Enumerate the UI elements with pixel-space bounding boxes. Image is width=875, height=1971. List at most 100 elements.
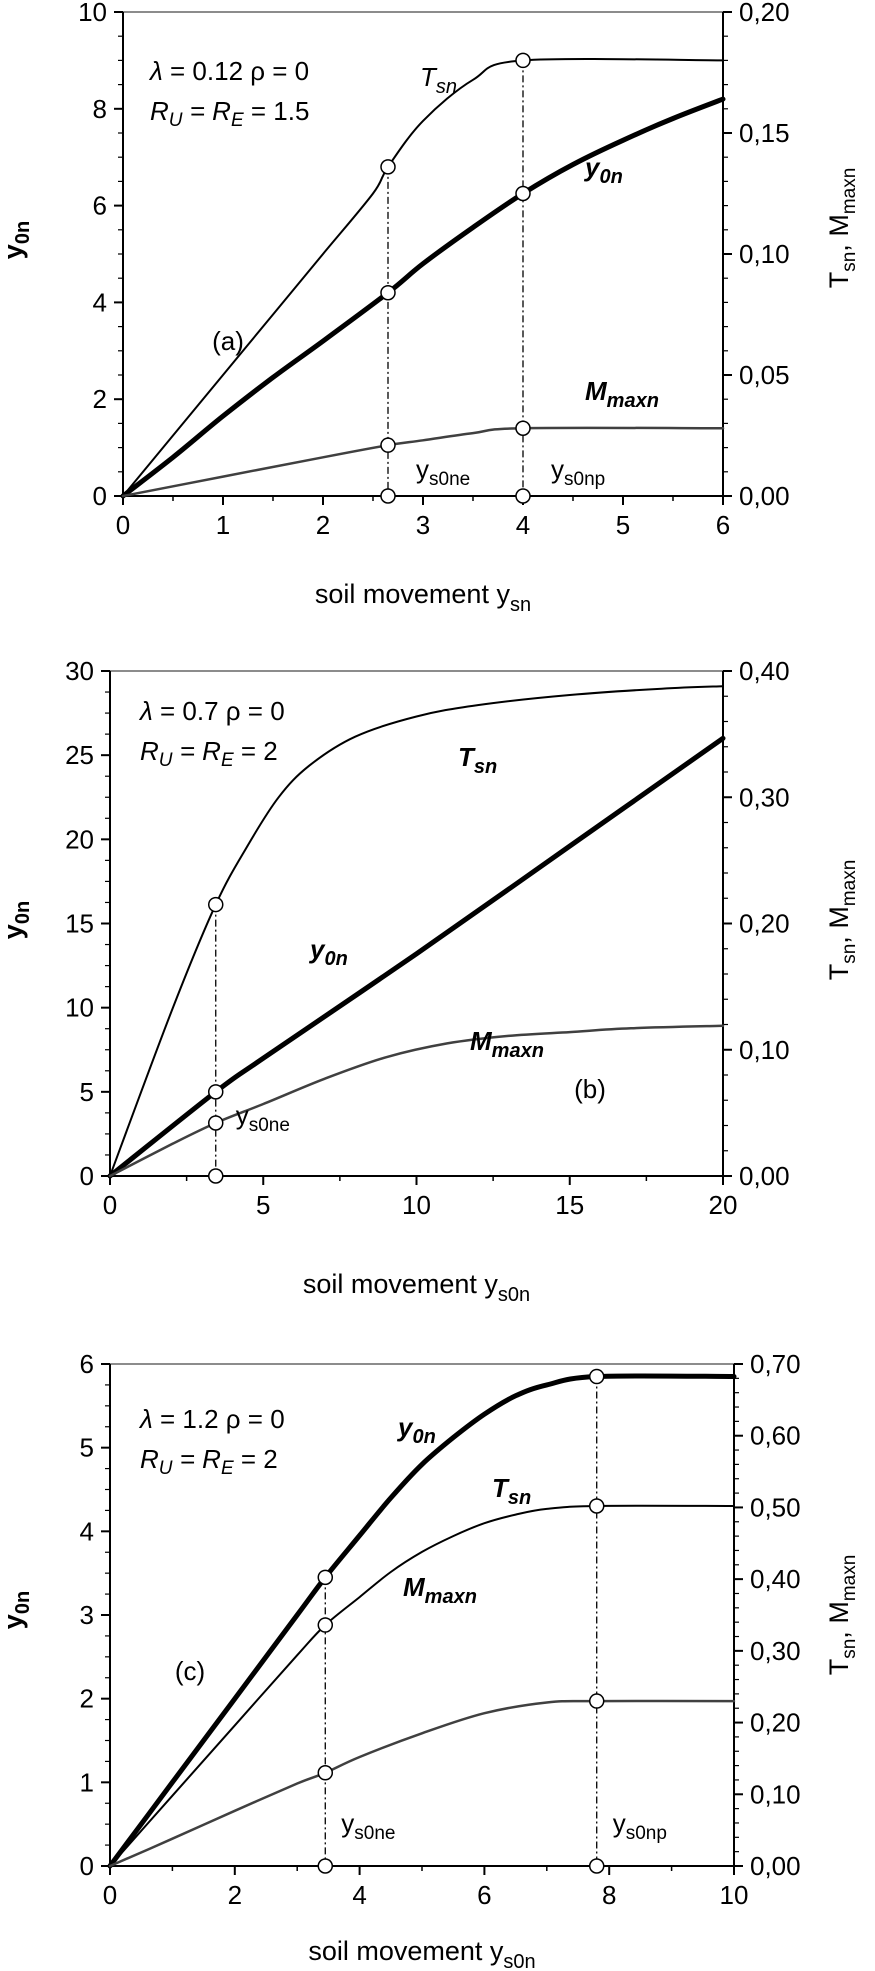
x-tick-label: 4 <box>352 1880 366 1910</box>
y-right-tick-label: 0,10 <box>739 1035 790 1065</box>
y-left-tick-label: 0 <box>80 1161 94 1191</box>
y-left-tick-label: 20 <box>65 824 94 854</box>
y-right-tick-label: 0,05 <box>739 360 790 390</box>
x-axis-title: soil movement ys0n <box>303 1269 530 1306</box>
panel-label: (b) <box>574 1074 606 1104</box>
param-line-1: λ = 0.12 ρ = 0 <box>148 56 309 86</box>
series-label-y0n: y0n <box>583 152 623 188</box>
y-right-tick-label: 0,10 <box>739 239 790 269</box>
y-left-tick-label: 15 <box>65 909 94 939</box>
marker-label: ys0ne <box>416 454 470 490</box>
y-left-axis-title: y0n <box>0 901 34 939</box>
y-left-tick-label: 10 <box>65 993 94 1023</box>
x-tick-label: 4 <box>516 510 530 540</box>
series-label-Tsn: Tsn <box>458 742 497 778</box>
x-axis-title: soil movement ys0n <box>308 1936 535 1971</box>
marker-point-axis <box>380 488 396 504</box>
x-tick-label: 6 <box>716 510 730 540</box>
series-label-Tsn: Tsn <box>492 1473 531 1509</box>
series-line-y0n <box>107 1373 737 1869</box>
series-line-y0n <box>120 96 726 499</box>
marker-point <box>317 1765 334 1781</box>
marker-label: ys0np <box>551 454 605 490</box>
series-label-Mmaxn: Mmaxn <box>470 1026 544 1062</box>
x-tick-label: 10 <box>720 1880 749 1910</box>
y-left-tick-label: 8 <box>93 94 107 124</box>
chart-panel: 0 1 2 3 4 5 6 0 2 4 6 8 10 0,00 0,05 0,10 0,15 0,20 ys0ne y… <box>0 0 860 616</box>
param-line-2: RU = RE = 1.5 <box>150 96 309 131</box>
x-tick-label: 5 <box>616 510 630 540</box>
y-right-tick-label: 0,30 <box>750 1636 801 1666</box>
param-line-1: λ = 0.7 ρ = 0 <box>138 696 285 726</box>
y-right-tick-label: 0,40 <box>750 1564 801 1594</box>
series-line-Tsn <box>109 685 724 1177</box>
marker-label: ys0ne <box>236 1100 290 1136</box>
y-left-tick-label: 5 <box>80 1077 94 1107</box>
y-left-tick-label: 4 <box>93 287 107 317</box>
y-right-axis-title: Tsn, Mmaxn <box>824 860 860 981</box>
series-line-Mmaxn <box>108 1024 725 1178</box>
marker-point-axis <box>207 1168 224 1184</box>
x-tick-label: 2 <box>228 1880 242 1910</box>
marker-point <box>207 896 224 913</box>
series-label-y0n: y0n <box>308 934 348 970</box>
series-line-Tsn <box>122 57 724 497</box>
y-right-tick-label: 0,40 <box>739 656 790 686</box>
x-tick-label: 15 <box>555 1190 584 1220</box>
x-tick-label: 10 <box>402 1190 431 1220</box>
series-line-Mmaxn <box>121 426 725 498</box>
x-tick-label: 2 <box>316 510 330 540</box>
x-tick-label: 1 <box>216 510 230 540</box>
series-line-Tsn <box>109 1504 735 1867</box>
y-right-tick-label: 0,00 <box>739 1161 790 1191</box>
y-left-tick-label: 4 <box>80 1516 94 1546</box>
y-right-axis-title: Tsn, Mmaxn <box>824 168 860 289</box>
series-line-Mmaxn <box>108 1699 736 1868</box>
chart-panel: 0 2 4 6 8 10 0 1 2 3 4 5 6 0,00 0,10 0,20 0,30 0,40 0,50 0,… <box>0 1349 860 1971</box>
y-right-tick-label: 0,15 <box>739 118 790 148</box>
chart-panel: 0 5 10 15 20 0 5 10 15 20 25 30 0,00 0,10 0,20 0,30 0,40… <box>0 656 860 1306</box>
marker-point <box>515 185 531 202</box>
series-line-y0n <box>107 735 726 1179</box>
y-left-tick-label: 6 <box>80 1349 94 1379</box>
x-tick-label: 3 <box>416 510 430 540</box>
y-right-tick-label: 0,00 <box>750 1851 801 1881</box>
y-right-tick-label: 0,60 <box>750 1421 801 1451</box>
y-right-tick-label: 0,20 <box>739 0 790 27</box>
marker-point <box>207 1115 224 1131</box>
series-label-Mmaxn: Mmaxn <box>403 1572 477 1608</box>
y-left-tick-label: 30 <box>65 656 94 686</box>
y-right-tick-label: 0,70 <box>750 1349 801 1379</box>
x-tick-label: 6 <box>477 1880 491 1910</box>
series-label-Tsn: Tsn <box>420 62 457 98</box>
marker-point <box>317 1569 334 1586</box>
y-right-axis-title: Tsn, Mmaxn <box>824 1555 860 1676</box>
marker-point-axis <box>515 488 531 504</box>
y-right-tick-label: 0,00 <box>739 481 790 511</box>
marker-point <box>207 1084 224 1100</box>
y-left-axis-title: y0n <box>0 221 34 259</box>
y-right-tick-label: 0,30 <box>739 782 790 812</box>
y-left-tick-label: 3 <box>80 1600 94 1630</box>
y-left-tick-label: 6 <box>93 191 107 221</box>
y-left-tick-label: 5 <box>80 1433 94 1463</box>
y-left-tick-label: 0 <box>80 1851 94 1881</box>
y-left-tick-label: 10 <box>78 0 107 27</box>
x-tick-label: 8 <box>602 1880 616 1910</box>
marker-point-axis <box>317 1858 334 1874</box>
series-label-Mmaxn: Mmaxn <box>585 376 659 412</box>
y-left-tick-label: 0 <box>93 481 107 511</box>
marker-label: ys0ne <box>341 1808 395 1844</box>
y-right-tick-label: 0,20 <box>750 1708 801 1738</box>
x-tick-label: 20 <box>709 1190 738 1220</box>
y-left-tick-label: 25 <box>65 740 94 770</box>
panel-label: (a) <box>212 326 244 356</box>
marker-point <box>380 284 396 301</box>
x-axis-title: soil movement ysn <box>315 579 531 616</box>
marker-point <box>515 52 531 69</box>
param-line-2: RU = RE = 2 <box>140 736 278 771</box>
x-tick-label: 0 <box>103 1880 117 1910</box>
y-left-axis-title: y0n <box>0 1591 34 1629</box>
marker-point <box>317 1617 334 1633</box>
